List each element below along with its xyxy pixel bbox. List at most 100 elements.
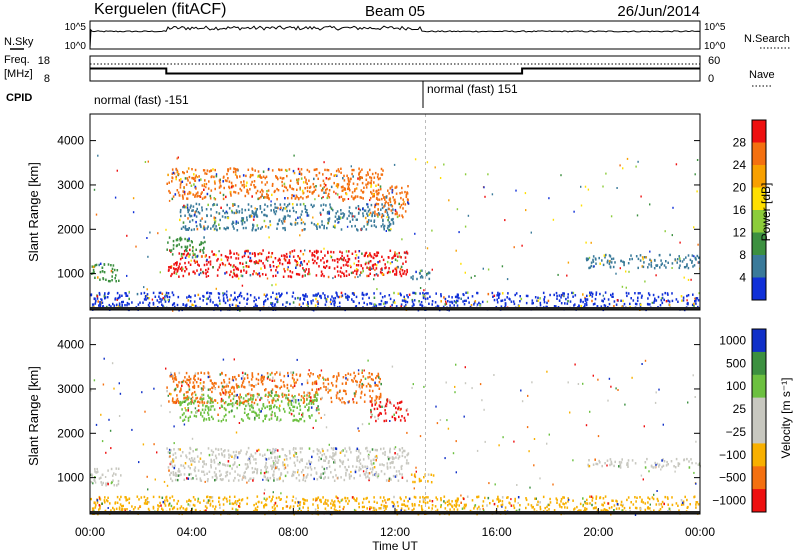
heatmap-cell [182,464,185,467]
heatmap-cell [374,303,376,306]
heatmap-cell [327,391,329,394]
heatmap-cell [283,215,286,218]
heatmap-cell [214,454,217,457]
heatmap-cell [264,464,267,467]
heatmap-cell [192,176,194,180]
heatmap-cell [203,236,205,239]
heatmap-cell [213,218,216,221]
heatmap-cell [346,296,348,300]
heatmap-cell [215,382,217,385]
heatmap-cell [202,385,205,388]
heatmap-cell [690,458,692,461]
heatmap-cell [695,506,697,509]
heatmap-cell [372,189,375,192]
heatmap-cell [232,204,234,207]
heatmap-cell [542,291,545,295]
heatmap-cell [574,507,576,510]
heatmap-cell [353,189,356,193]
heatmap-cell [652,466,655,469]
heatmap-cell [246,298,248,302]
heatmap-cell [460,297,462,300]
heatmap-cell [547,503,550,507]
heatmap-cell [204,220,207,223]
heatmap-cell [216,228,218,232]
heatmap-cell [270,200,272,203]
heatmap-cell [558,503,561,506]
heatmap-cell [612,265,615,269]
heatmap-cell [146,498,148,501]
heatmap-cell [203,411,206,414]
heatmap-cell [334,226,336,229]
heatmap-cell [666,292,669,295]
heatmap-cell [253,215,255,218]
heatmap-cell [677,462,680,465]
heatmap-cell [360,378,362,382]
heatmap-cell [203,401,206,405]
heatmap-cell [351,212,353,215]
heatmap-cell [321,454,323,457]
heatmap-cell [200,178,202,181]
heatmap-cell [299,203,302,206]
heatmap-cell [322,292,324,295]
heatmap-cell [308,179,310,182]
heatmap-cell [194,372,197,375]
heatmap-cell [526,294,529,298]
heatmap-cell [287,389,290,392]
heatmap-cell [379,177,381,180]
heatmap-cell [195,415,198,418]
heatmap-cell [560,506,563,509]
heatmap-cell [660,259,662,262]
heatmap-cell [203,247,205,250]
heatmap-cell [175,238,178,242]
heatmap-cell [641,256,644,259]
heatmap-cell [268,197,270,201]
heatmap-cell [273,479,275,482]
heatmap-cell [204,408,207,411]
heatmap-cell [601,464,603,468]
heatmap-cell [91,473,93,476]
heatmap-cell [188,255,190,258]
heatmap-cell [186,177,189,180]
heatmap-cell [245,184,248,187]
heatmap-cell [282,479,284,483]
heatmap-cell [355,264,358,267]
heatmap-cell [90,293,92,297]
heatmap-cell [381,197,383,201]
heatmap-cell [317,496,320,499]
heatmap-cell [214,216,217,220]
heatmap-cell [231,404,234,408]
heatmap-cell [621,458,623,461]
heatmap-cell [592,303,595,306]
heatmap-cell [262,404,265,408]
heatmap-cell [226,203,228,207]
heatmap-cell [193,414,196,418]
heatmap-cell [379,463,381,466]
heatmap-cell [271,388,274,391]
heatmap-cell [217,448,220,451]
heatmap-cell [200,452,202,455]
heatmap-cell [357,275,359,278]
heatmap-cell [140,292,143,295]
heatmap-cell [326,259,329,263]
heatmap-cell [236,229,239,232]
heatmap-cell [249,188,251,191]
heatmap-cell [177,474,180,477]
heatmap-cell [207,411,209,414]
heatmap-cell [682,500,685,503]
heatmap-cell [398,415,400,419]
heatmap-cell [492,499,494,502]
heatmap-cell [321,223,323,226]
heatmap-cell [366,292,368,296]
heatmap-cell [555,305,557,308]
heatmap-cell [299,418,301,421]
heatmap-cell [539,297,541,300]
heatmap-cell [213,458,215,462]
heatmap-cell [355,449,358,452]
heatmap-cell [113,484,116,487]
heatmap-cell [628,270,630,273]
heatmap-cell [316,478,319,481]
heatmap-cell [330,506,333,510]
heatmap-cell [186,249,188,253]
heatmap-cell [330,400,333,404]
